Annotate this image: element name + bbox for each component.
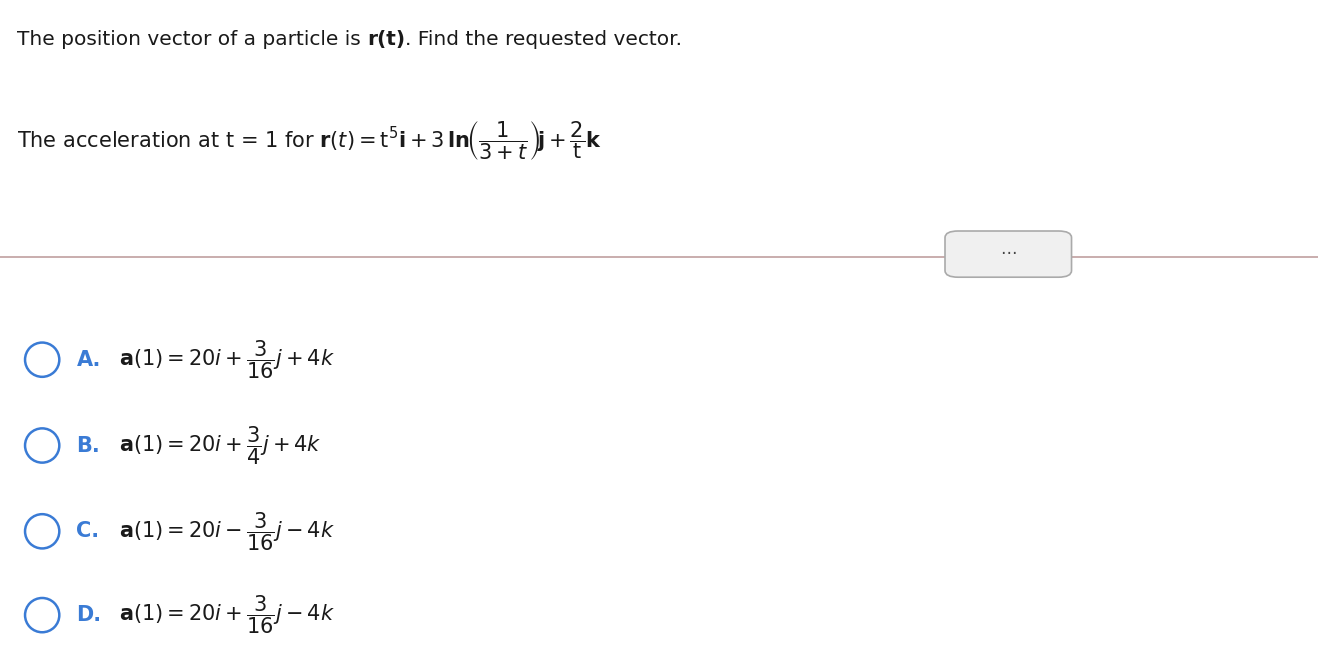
Text: . Find the requested vector.: . Find the requested vector. — [406, 30, 683, 49]
FancyBboxPatch shape — [945, 231, 1072, 277]
Text: $\mathbf{a}(1) = 20i - \dfrac{3}{16}j - 4k$: $\mathbf{a}(1) = 20i - \dfrac{3}{16}j - … — [119, 510, 335, 552]
Text: C.: C. — [76, 521, 100, 541]
Text: $\mathbf{a}(1) = 20i + \dfrac{3}{16}j + 4k$: $\mathbf{a}(1) = 20i + \dfrac{3}{16}j + … — [119, 339, 335, 381]
Text: The acceleration at t = 1 for $\mathbf{r}(t) = \mathrm{t}^5\mathbf{i} + 3\,\math: The acceleration at t = 1 for $\mathbf{r… — [17, 119, 602, 162]
Text: r(t): r(t) — [368, 30, 406, 49]
Text: A.: A. — [76, 350, 100, 370]
Text: The position vector of a particle is: The position vector of a particle is — [17, 30, 368, 49]
Text: $\mathbf{a}(1) = 20i + \dfrac{3}{16}j - 4k$: $\mathbf{a}(1) = 20i + \dfrac{3}{16}j - … — [119, 594, 335, 636]
Text: B.: B. — [76, 436, 100, 455]
Text: D.: D. — [76, 605, 101, 625]
Text: ⋯: ⋯ — [1000, 244, 1016, 262]
Text: $\mathbf{a}(1) = 20i + \dfrac{3}{4}j + 4k$: $\mathbf{a}(1) = 20i + \dfrac{3}{4}j + 4… — [119, 424, 322, 467]
